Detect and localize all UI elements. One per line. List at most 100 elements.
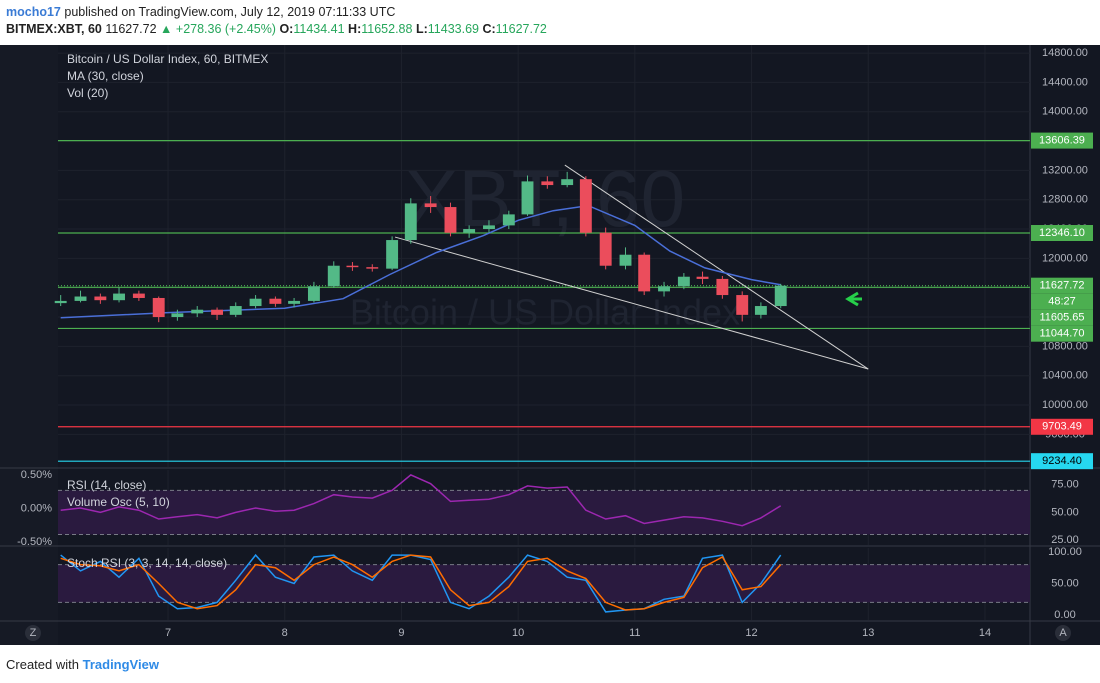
y-tick-label: 14400.00 bbox=[1042, 76, 1088, 88]
level-label-bg bbox=[1031, 418, 1093, 435]
level-label: 12346.10 bbox=[1039, 227, 1085, 239]
candle-body bbox=[502, 214, 515, 226]
candle-body bbox=[579, 179, 592, 233]
x-tick-label: 10 bbox=[512, 627, 524, 639]
y-tick-label: 25.00 bbox=[1051, 534, 1079, 546]
left-gutter bbox=[0, 45, 58, 645]
c-value: 11627.72 bbox=[495, 22, 547, 36]
candle-body bbox=[599, 232, 612, 266]
band bbox=[58, 564, 1030, 603]
created: Created with bbox=[6, 657, 79, 672]
level-label-bg bbox=[1031, 225, 1093, 242]
candle-body bbox=[638, 254, 651, 292]
footer: Created with TradingView bbox=[6, 657, 159, 672]
candle-body bbox=[171, 313, 184, 318]
candle-body bbox=[619, 254, 632, 266]
x-tick-label: 8 bbox=[282, 627, 288, 639]
level-label: 11627.72 bbox=[1039, 280, 1084, 292]
level-label-bg bbox=[1031, 453, 1093, 470]
level-label: 11044.70 bbox=[1039, 328, 1084, 340]
legend: RSI (14, close) bbox=[67, 478, 146, 492]
band bbox=[58, 490, 1030, 535]
ma-line bbox=[60, 204, 781, 319]
candle-body bbox=[54, 300, 67, 304]
author[interactable]: mocho17 bbox=[6, 5, 61, 19]
arrow bbox=[845, 291, 862, 307]
y-tick-label: 100.00 bbox=[1048, 546, 1082, 558]
level-label-bg bbox=[1031, 277, 1093, 294]
y-tick-label: 12000.00 bbox=[1042, 252, 1088, 264]
y-tick-label: 10400.00 bbox=[1042, 370, 1088, 382]
y-tick-label: 50.00 bbox=[1051, 577, 1079, 589]
h-label: H: bbox=[348, 22, 362, 36]
candle-body bbox=[424, 203, 437, 208]
y-tick-label: 13200.00 bbox=[1042, 164, 1088, 176]
candle-body bbox=[716, 278, 729, 296]
header: mocho17 published on TradingView.com, Ju… bbox=[6, 4, 547, 38]
candle-body bbox=[366, 267, 379, 269]
candle-body bbox=[211, 309, 224, 315]
legend: Stoch RSI (3, 3, 14, 14, close) bbox=[67, 556, 227, 570]
y-tick-label: 0.00 bbox=[1054, 609, 1075, 621]
candle-body bbox=[696, 276, 709, 279]
level-label: 11605.65 bbox=[1039, 312, 1084, 324]
candle-body bbox=[132, 293, 145, 298]
candle-body bbox=[483, 225, 495, 230]
candle-body bbox=[94, 296, 107, 301]
button[interactable] bbox=[1055, 625, 1071, 641]
level-label: 13606.39 bbox=[1039, 134, 1085, 146]
candle-body bbox=[541, 181, 554, 186]
trendline bbox=[394, 236, 869, 370]
x-tick-label: 14 bbox=[979, 627, 991, 639]
candle-body bbox=[152, 297, 165, 318]
last: 11627.72 bbox=[105, 22, 157, 36]
candle-body bbox=[386, 240, 399, 269]
brand[interactable]: TradingView bbox=[82, 657, 159, 672]
candle-body bbox=[249, 298, 262, 307]
candle-body bbox=[288, 300, 301, 304]
x-tick-label: 11 bbox=[629, 627, 640, 639]
published: published on TradingView.com, July 12, 2… bbox=[64, 5, 396, 19]
candle-body bbox=[307, 286, 320, 301]
y2-tick-label: 0.50% bbox=[21, 469, 52, 481]
countdown-bg bbox=[1031, 293, 1093, 310]
symbol: BITMEX:XBT, 60 bbox=[6, 22, 102, 36]
y-tick-label: 75.00 bbox=[1051, 479, 1079, 491]
candle-body bbox=[113, 293, 125, 301]
legend: Bitcoin / US Dollar Index, 60, BITMEX bbox=[67, 52, 268, 66]
candle-body bbox=[754, 306, 767, 315]
c-label: C: bbox=[482, 22, 496, 36]
y-tick-label: 10800.00 bbox=[1042, 340, 1088, 352]
y-tick-label: 14000.00 bbox=[1042, 106, 1088, 118]
l-label: L: bbox=[415, 22, 428, 36]
y2-tick-label: 0.00% bbox=[21, 502, 52, 514]
candle-body bbox=[229, 306, 242, 315]
x-tick-label: 13 bbox=[862, 627, 874, 639]
h-value: 11652.88 bbox=[361, 22, 413, 36]
level-label: 9703.49 bbox=[1042, 421, 1082, 433]
candle-body bbox=[327, 265, 340, 287]
button[interactable] bbox=[25, 625, 41, 641]
x-tick-label: 9 bbox=[398, 627, 404, 639]
button-label[interactable]: A bbox=[1059, 627, 1067, 639]
level-label-bg bbox=[1031, 132, 1093, 149]
candle-body bbox=[463, 229, 476, 233]
y-tick-label: 10000.00 bbox=[1042, 399, 1088, 411]
candle-body bbox=[404, 203, 417, 241]
candle-body bbox=[677, 276, 690, 287]
o-value: 11434.41 bbox=[293, 22, 345, 36]
candle-body bbox=[561, 179, 574, 186]
background bbox=[0, 45, 1100, 645]
level-label-bg bbox=[1031, 309, 1093, 326]
candle-body bbox=[444, 207, 457, 233]
legend: MA (30, close) bbox=[67, 69, 144, 83]
candle-body bbox=[191, 309, 204, 314]
candle-body bbox=[74, 296, 87, 301]
level-label: 9234.40 bbox=[1042, 455, 1082, 467]
countdown: 48:27 bbox=[1048, 296, 1076, 308]
button-label[interactable]: Z bbox=[30, 627, 37, 639]
y-tick-label: 50.00 bbox=[1051, 506, 1079, 518]
change: ▲ +278.36 (+2.45%) bbox=[160, 22, 276, 36]
candle-body bbox=[269, 298, 282, 304]
